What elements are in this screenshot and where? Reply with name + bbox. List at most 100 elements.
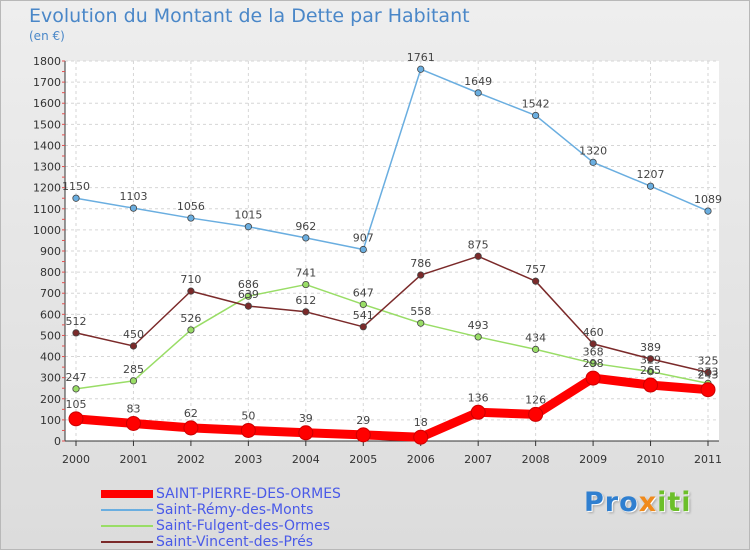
- x-tick-label: 2000: [62, 453, 90, 466]
- data-label: 558: [410, 305, 431, 318]
- data-label: 243: [698, 369, 719, 382]
- data-label: 460: [583, 326, 604, 339]
- logo-letter: x: [638, 487, 658, 518]
- series-line: [75, 68, 709, 251]
- data-point: [359, 300, 367, 309]
- y-tick-label: 100: [40, 414, 61, 427]
- data-point: [355, 427, 371, 443]
- logo-letter: i: [657, 487, 668, 518]
- data-label: 285: [123, 363, 144, 376]
- data-label: 325: [698, 354, 719, 367]
- data-point: [704, 207, 712, 215]
- data-point: [646, 182, 655, 190]
- y-tick-label: 1100: [33, 203, 61, 216]
- data-point: [585, 370, 601, 386]
- data-label: 907: [353, 232, 374, 245]
- y-tick-label: 1300: [33, 161, 61, 174]
- data-label: 265: [640, 364, 661, 377]
- x-tick-label: 2006: [407, 453, 435, 466]
- data-point: [643, 377, 659, 393]
- data-point: [68, 411, 84, 427]
- x-tick-label: 2004: [292, 453, 320, 466]
- data-label: 1761: [407, 51, 435, 64]
- legend-label: Saint-Fulgent-des-Ormes: [156, 518, 331, 534]
- data-point: [244, 302, 252, 310]
- series-line: [75, 255, 709, 374]
- data-label: 647: [353, 286, 374, 299]
- data-label: 757: [525, 263, 546, 276]
- data-point: [474, 89, 482, 97]
- data-label: 29: [356, 414, 370, 427]
- data-label: 434: [525, 331, 546, 344]
- data-point: [646, 355, 655, 363]
- y-tick-label: 1200: [33, 182, 61, 195]
- logo-letter: t: [667, 487, 682, 518]
- data-point: [532, 111, 540, 120]
- y-tick-label: 200: [40, 393, 61, 406]
- legend-swatch: [101, 541, 153, 543]
- data-label: 493: [468, 319, 489, 332]
- data-point: [125, 415, 141, 431]
- y-tick-label: 500: [40, 329, 61, 342]
- data-point: [72, 194, 80, 202]
- y-tick-label: 400: [40, 351, 61, 364]
- data-point: [589, 158, 597, 166]
- legend-label: SAINT-PIERRE-DES-ORMES: [156, 486, 341, 502]
- data-label: 639: [238, 288, 259, 301]
- data-point: [528, 406, 544, 422]
- data-label: 83: [126, 402, 140, 415]
- data-label: 1320: [579, 144, 607, 157]
- x-tick-label: 2008: [522, 453, 550, 466]
- data-point: [532, 277, 540, 285]
- data-point: [589, 340, 597, 348]
- data-label: 512: [66, 315, 87, 328]
- data-label: 247: [66, 371, 87, 384]
- data-point: [359, 323, 367, 331]
- legend-swatch: [101, 509, 153, 511]
- y-tick-label: 1400: [33, 139, 61, 152]
- data-point: [704, 368, 712, 376]
- data-label: 18: [414, 416, 428, 429]
- logo-letter: o: [619, 487, 639, 518]
- data-point: [589, 359, 597, 367]
- data-point: [413, 429, 429, 445]
- data-point: [129, 377, 138, 385]
- y-tick-label: 1500: [33, 118, 61, 131]
- data-point: [302, 234, 310, 242]
- legend-label: Saint-Vincent-des-Prés: [156, 534, 314, 550]
- data-label: 541: [353, 309, 374, 322]
- data-label: 50: [241, 409, 255, 422]
- data-label: 1207: [637, 168, 665, 181]
- data-point: [700, 382, 716, 398]
- x-tick-label: 2003: [234, 453, 262, 466]
- data-label: 1150: [62, 180, 90, 193]
- data-label: 62: [184, 407, 198, 420]
- x-tick-label: 2005: [349, 453, 377, 466]
- y-tick-label: 0: [54, 435, 61, 448]
- data-point: [474, 252, 482, 260]
- data-point: [359, 245, 367, 254]
- data-label: 1089: [694, 193, 722, 206]
- data-label: 298: [583, 357, 604, 370]
- y-tick-label: 300: [40, 372, 61, 385]
- data-point: [646, 367, 655, 376]
- data-label: 786: [410, 257, 431, 270]
- data-point: [72, 329, 80, 337]
- data-point: [298, 425, 314, 441]
- y-tick-label: 600: [40, 308, 61, 321]
- data-label: 368: [583, 345, 604, 358]
- series-line: [75, 373, 709, 442]
- data-label: 1542: [522, 97, 550, 110]
- data-label: 1015: [234, 209, 262, 222]
- legend-label: Saint-Rémy-des-Monts: [156, 502, 314, 518]
- x-tick-label: 2007: [464, 453, 492, 466]
- data-point: [417, 65, 425, 73]
- data-label: 1103: [119, 190, 147, 203]
- data-label: 136: [468, 391, 489, 404]
- data-point: [532, 345, 540, 353]
- y-tick-label: 1800: [33, 55, 61, 68]
- data-point: [302, 280, 310, 289]
- data-point: [129, 204, 138, 212]
- y-tick-label: 1600: [33, 97, 61, 110]
